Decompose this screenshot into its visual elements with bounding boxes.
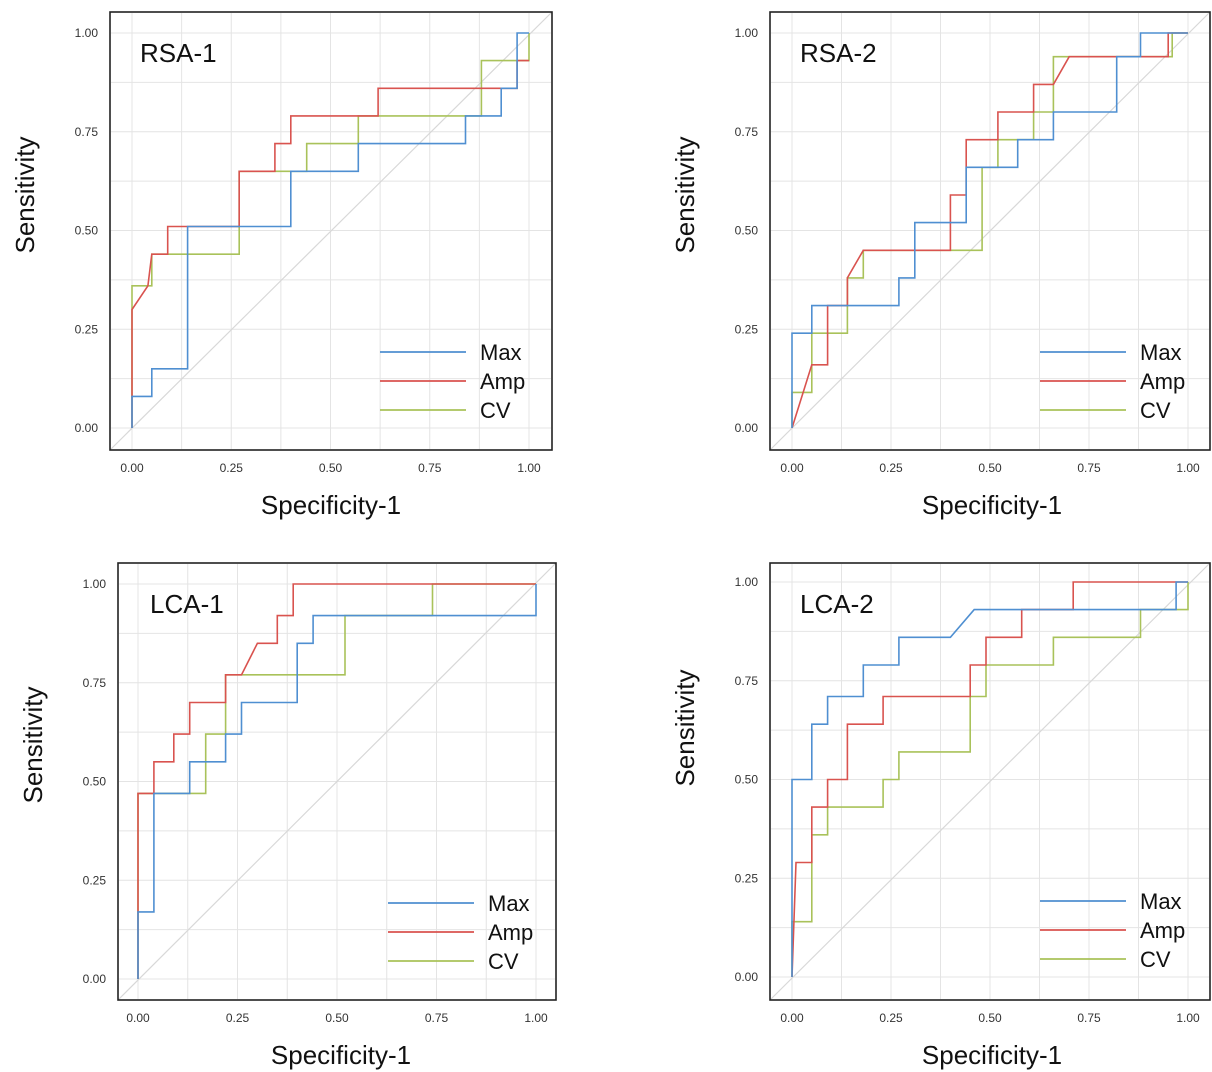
diagonal-reference-line <box>769 562 1211 1001</box>
plot-frame <box>109 11 553 451</box>
x-tick-label: 0.75 <box>425 1011 449 1025</box>
panel-title: LCA-1 <box>150 589 224 619</box>
legend: Max Amp CV <box>380 340 525 423</box>
legend-label-amp: Amp <box>488 920 533 945</box>
legend-label-cv: CV <box>488 949 519 974</box>
x-tick-label: 0.25 <box>220 461 244 475</box>
x-tick-label: 1.00 <box>1176 461 1200 475</box>
series-line-amp <box>131 59 529 428</box>
series-line-max <box>791 32 1188 428</box>
y-tick-label: 0.25 <box>735 322 759 336</box>
x-tick-label: 0.25 <box>226 1011 250 1025</box>
x-tick-label: 1.00 <box>524 1011 548 1025</box>
legend-label-cv: CV <box>1140 947 1171 972</box>
plot-frame <box>117 562 557 1001</box>
y-tick-label: 0.25 <box>83 873 107 887</box>
legend-label-amp: Amp <box>480 369 525 394</box>
x-tick-label: 0.75 <box>418 461 442 475</box>
y-tick-label: 0.75 <box>735 674 759 688</box>
y-tick-label: 0.75 <box>83 676 107 690</box>
x-axis-title: Specificity-1 <box>922 490 1062 520</box>
legend-label-max: Max <box>1140 340 1182 365</box>
y-tick-label: 1.00 <box>83 577 107 591</box>
y-tick-label: 0.50 <box>735 773 759 787</box>
y-tick-label: 0.50 <box>75 224 99 238</box>
x-axis-title: Specificity-1 <box>922 1040 1062 1070</box>
x-tick-label: 0.50 <box>319 461 343 475</box>
y-tick-label: 0.75 <box>75 125 99 139</box>
legend-label-amp: Amp <box>1140 369 1185 394</box>
y-tick-label: 1.00 <box>735 26 759 40</box>
legend: Max Amp CV <box>1040 889 1185 972</box>
y-tick-label: 1.00 <box>75 26 99 40</box>
y-tick-label: 0.25 <box>75 322 99 336</box>
y-tick-label: 0.50 <box>735 224 759 238</box>
grid-lines <box>111 13 551 449</box>
y-axis-title: Sensitivity <box>670 669 700 786</box>
y-tick-label: 0.75 <box>735 125 759 139</box>
legend-label-cv: CV <box>480 398 511 423</box>
y-axis-title: Sensitivity <box>670 136 700 253</box>
x-tick-label: 0.00 <box>780 461 804 475</box>
legend: Max Amp CV <box>1040 340 1185 423</box>
plot-frame <box>769 562 1211 1001</box>
panel-title: RSA-2 <box>800 38 877 68</box>
y-tick-label: 0.25 <box>735 871 759 885</box>
diagonal-reference-line <box>769 11 1211 451</box>
x-tick-label: 0.25 <box>879 1011 903 1025</box>
x-tick-label: 0.50 <box>325 1011 349 1025</box>
y-tick-label: 0.00 <box>735 970 759 984</box>
x-tick-label: 0.75 <box>1077 1011 1101 1025</box>
x-tick-label: 0.50 <box>978 1011 1002 1025</box>
x-axis-title: Specificity-1 <box>271 1040 411 1070</box>
diagonal-reference-line <box>109 11 553 451</box>
diagonal-reference-line <box>117 562 557 1001</box>
x-tick-label: 0.00 <box>126 1011 150 1025</box>
y-axis-title: Sensitivity <box>18 686 48 803</box>
legend-label-max: Max <box>1140 889 1182 914</box>
legend-label-amp: Amp <box>1140 918 1185 943</box>
x-tick-label: 0.75 <box>1077 461 1101 475</box>
series-line-cv <box>791 582 1189 977</box>
legend-label-cv: CV <box>1140 398 1171 423</box>
panel-title: LCA-2 <box>800 589 874 619</box>
y-tick-label: 1.00 <box>735 575 759 589</box>
x-tick-label: 0.00 <box>780 1011 804 1025</box>
roc-panel-rsa-1: 0.00 0.25 0.50 0.75 1.00 0.00 0.25 0.50 0.75 1.00… <box>10 11 553 520</box>
legend-label-max: Max <box>480 340 522 365</box>
y-tick-label: 0.50 <box>83 775 107 789</box>
x-tick-label: 0.25 <box>879 461 903 475</box>
roc-panel-lca-1: 0.00 0.25 0.50 0.75 1.00 0.00 0.25 0.50 0.75 1.00… <box>18 562 557 1070</box>
series-line-max <box>791 581 1188 977</box>
series-line-max <box>137 584 537 979</box>
plot-frame <box>769 11 1211 451</box>
roc-panel-rsa-2: 0.00 0.25 0.50 0.75 1.00 0.00 0.25 0.50 0.75 1.00… <box>670 11 1211 520</box>
panel-title: RSA-1 <box>140 38 217 68</box>
legend: Max Amp CV <box>388 891 533 974</box>
x-tick-label: 1.00 <box>1176 1011 1200 1025</box>
y-axis-title: Sensitivity <box>10 136 40 253</box>
legend-label-max: Max <box>488 891 530 916</box>
x-tick-label: 1.00 <box>517 461 541 475</box>
y-tick-label: 0.00 <box>83 972 107 986</box>
y-tick-label: 0.00 <box>75 421 99 435</box>
series-line-max <box>131 32 529 428</box>
x-tick-label: 0.50 <box>978 461 1002 475</box>
grid-lines <box>771 13 1209 449</box>
x-axis-title: Specificity-1 <box>261 490 401 520</box>
series-line-cv <box>131 33 530 428</box>
series-line-amp <box>137 583 536 979</box>
roc-panel-lca-2: 0.00 0.25 0.50 0.75 1.00 0.00 0.25 0.50 0.75 1.00… <box>670 562 1211 1070</box>
x-tick-label: 0.00 <box>120 461 144 475</box>
y-tick-label: 0.00 <box>735 421 759 435</box>
